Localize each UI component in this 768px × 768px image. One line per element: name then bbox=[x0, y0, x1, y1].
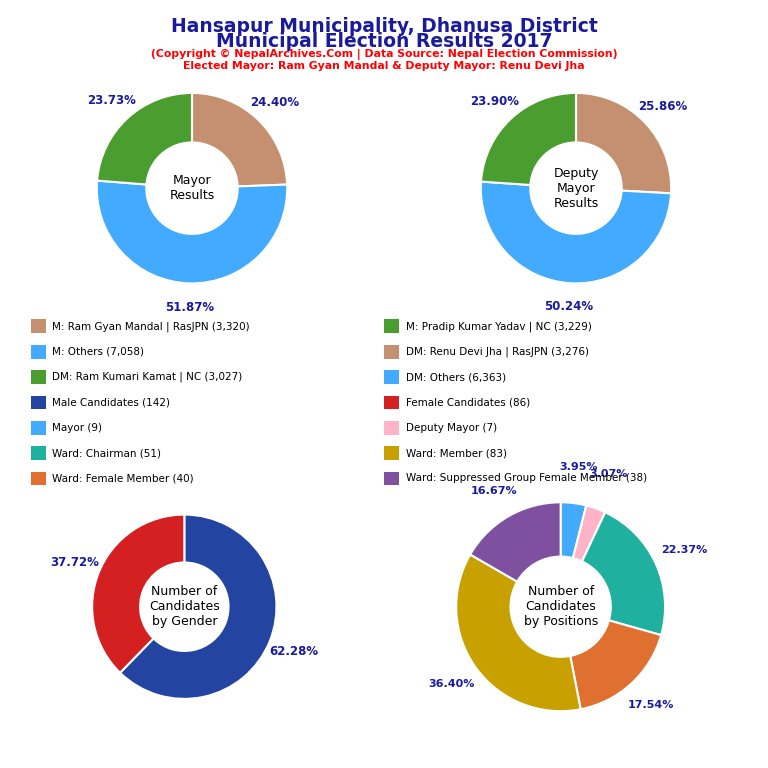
Text: Number of
Candidates
by Positions: Number of Candidates by Positions bbox=[524, 585, 598, 628]
Text: 22.37%: 22.37% bbox=[661, 545, 707, 555]
Text: Deputy Mayor (7): Deputy Mayor (7) bbox=[406, 422, 497, 433]
Text: Number of
Candidates
by Gender: Number of Candidates by Gender bbox=[149, 585, 220, 628]
Text: Ward: Chairman (51): Ward: Chairman (51) bbox=[52, 448, 161, 458]
Wedge shape bbox=[561, 502, 586, 558]
Text: 23.73%: 23.73% bbox=[87, 94, 136, 108]
Text: 3.07%: 3.07% bbox=[589, 469, 627, 479]
Text: 3.95%: 3.95% bbox=[559, 462, 598, 472]
Wedge shape bbox=[97, 180, 287, 283]
Text: M: Pradip Kumar Yadav | NC (3,229): M: Pradip Kumar Yadav | NC (3,229) bbox=[406, 321, 591, 332]
Text: 16.67%: 16.67% bbox=[471, 486, 517, 496]
Wedge shape bbox=[481, 181, 671, 283]
Text: 25.86%: 25.86% bbox=[637, 100, 687, 113]
Wedge shape bbox=[470, 502, 561, 581]
Text: Female Candidates (86): Female Candidates (86) bbox=[406, 397, 530, 408]
Wedge shape bbox=[573, 505, 605, 561]
Wedge shape bbox=[192, 93, 287, 187]
Wedge shape bbox=[481, 93, 576, 185]
Text: Ward: Suppressed Group Female Member (38): Ward: Suppressed Group Female Member (38… bbox=[406, 473, 647, 484]
Wedge shape bbox=[97, 93, 192, 184]
Text: M: Ram Gyan Mandal | RasJPN (3,320): M: Ram Gyan Mandal | RasJPN (3,320) bbox=[52, 321, 250, 332]
Text: Ward: Member (83): Ward: Member (83) bbox=[406, 448, 507, 458]
Wedge shape bbox=[582, 512, 665, 635]
Text: Hansapur Municipality, Dhanusa District: Hansapur Municipality, Dhanusa District bbox=[170, 17, 598, 36]
Text: 37.72%: 37.72% bbox=[51, 556, 100, 569]
Wedge shape bbox=[120, 515, 276, 699]
Text: 24.40%: 24.40% bbox=[250, 96, 299, 109]
Text: Male Candidates (142): Male Candidates (142) bbox=[52, 397, 170, 408]
Text: DM: Others (6,363): DM: Others (6,363) bbox=[406, 372, 505, 382]
Text: 23.90%: 23.90% bbox=[470, 94, 519, 108]
Text: Ward: Female Member (40): Ward: Female Member (40) bbox=[52, 473, 194, 484]
Wedge shape bbox=[576, 93, 671, 194]
Text: (Copyright © NepalArchives.Com | Data Source: Nepal Election Commission): (Copyright © NepalArchives.Com | Data So… bbox=[151, 49, 617, 60]
Text: 36.40%: 36.40% bbox=[429, 680, 475, 690]
Text: DM: Renu Devi Jha | RasJPN (3,276): DM: Renu Devi Jha | RasJPN (3,276) bbox=[406, 346, 588, 357]
Text: 51.87%: 51.87% bbox=[165, 301, 214, 313]
Text: 50.24%: 50.24% bbox=[544, 300, 593, 313]
Wedge shape bbox=[456, 554, 581, 711]
Text: Elected Mayor: Ram Gyan Mandal & Deputy Mayor: Renu Devi Jha: Elected Mayor: Ram Gyan Mandal & Deputy … bbox=[184, 61, 584, 71]
Text: 17.54%: 17.54% bbox=[628, 700, 674, 710]
Text: 62.28%: 62.28% bbox=[269, 644, 318, 657]
Text: Deputy
Mayor
Results: Deputy Mayor Results bbox=[553, 167, 599, 210]
Text: DM: Ram Kumari Kamat | NC (3,027): DM: Ram Kumari Kamat | NC (3,027) bbox=[52, 372, 243, 382]
Text: M: Others (7,058): M: Others (7,058) bbox=[52, 346, 144, 357]
Text: Mayor
Results: Mayor Results bbox=[170, 174, 214, 202]
Wedge shape bbox=[571, 621, 661, 709]
Text: Municipal Election Results 2017: Municipal Election Results 2017 bbox=[216, 32, 552, 51]
Text: Mayor (9): Mayor (9) bbox=[52, 422, 102, 433]
Wedge shape bbox=[92, 515, 184, 673]
